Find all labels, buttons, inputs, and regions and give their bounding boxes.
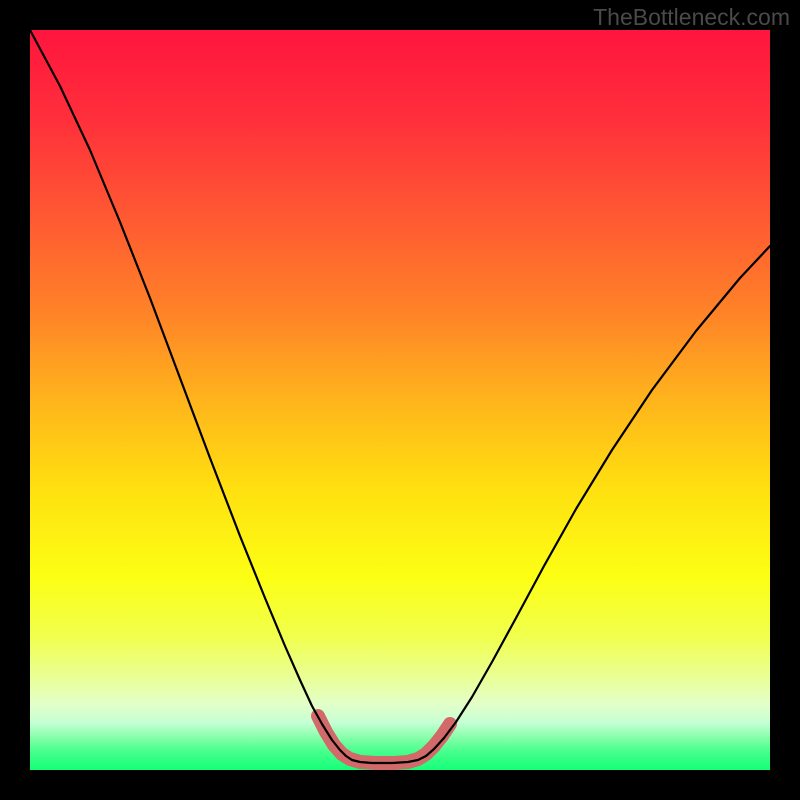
plot-background — [30, 30, 770, 770]
chart-svg — [0, 0, 800, 800]
chart-container: TheBottleneck.com — [0, 0, 800, 800]
watermark-text: TheBottleneck.com — [593, 4, 790, 31]
